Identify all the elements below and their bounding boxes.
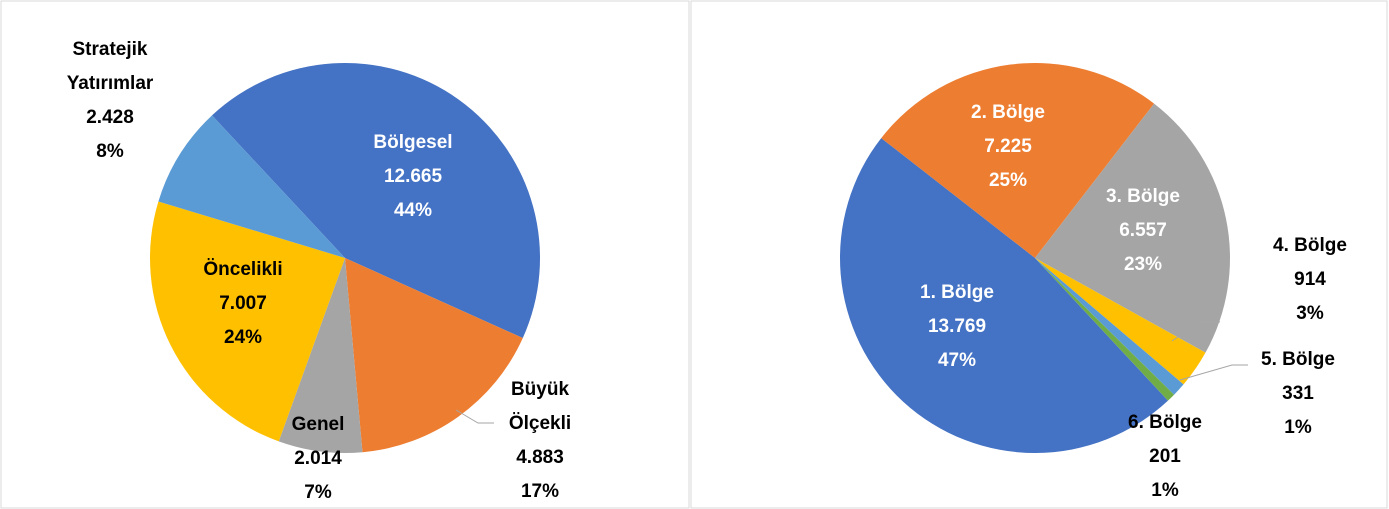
label-name: 1. Bölge [920, 282, 994, 303]
label-percent: 44% [393, 200, 433, 221]
label-value: 6.557 [1119, 220, 1167, 241]
label-name: 5. Bölge [1261, 349, 1335, 370]
label-percent: 47% [937, 350, 977, 371]
pie-slice [345, 258, 523, 453]
panel-right [690, 0, 1388, 509]
leader-line [1171, 321, 1220, 342]
label-name: Genel [291, 414, 345, 435]
pie-slice [1035, 258, 1206, 385]
data-label: 6. Bölge 201 1% [1110, 406, 1220, 508]
pie-slice [840, 138, 1168, 454]
label-name: Bölgesel [373, 132, 453, 153]
pie-slice [1035, 258, 1184, 395]
label-name: Stratejik Yatırımlar [66, 39, 154, 94]
leader-line [1179, 364, 1248, 381]
label-value: 2.428 [86, 107, 134, 128]
data-label: 5. Bölge 331 1% [1243, 343, 1353, 445]
data-label: 3. Bölge 6.557 23% [1083, 180, 1203, 282]
label-name: Büyük Ölçekli [508, 379, 572, 434]
data-label: Stratejik Yatırımlar 2.428 8% [50, 33, 170, 169]
data-label: Genel 2.014 7% [268, 408, 368, 509]
label-name: 6. Bölge [1128, 412, 1202, 433]
label-value: 7.007 [219, 293, 267, 314]
pie-slice [212, 63, 540, 339]
pie-slice [278, 258, 363, 453]
label-percent: 24% [223, 327, 263, 348]
label-value: 331 [1282, 383, 1314, 404]
label-percent: 17% [520, 481, 560, 502]
pie-slice [158, 115, 345, 259]
label-value: 914 [1294, 269, 1326, 290]
label-value: 2.014 [294, 448, 342, 469]
label-name: 3. Bölge [1106, 186, 1180, 207]
label-value: 13.769 [927, 316, 987, 337]
data-label: 2. Bölge 7.225 25% [948, 96, 1068, 198]
label-value: 7.225 [984, 136, 1032, 157]
label-percent: 25% [988, 170, 1028, 191]
label-percent: 7% [304, 482, 332, 503]
label-percent: 1% [1284, 417, 1312, 438]
label-name: 4. Bölge [1273, 235, 1347, 256]
data-label: Bölgesel 12.665 44% [333, 126, 493, 228]
label-percent: 23% [1123, 254, 1163, 275]
pie-slice [1035, 103, 1231, 353]
label-name: 2. Bölge [971, 102, 1045, 123]
label-percent: 8% [96, 141, 124, 162]
leader-line [455, 409, 494, 424]
label-name: Öncelikli [203, 259, 283, 280]
label-percent: 1% [1151, 480, 1179, 501]
panel-left [0, 0, 690, 509]
data-label: 1. Bölge 13.769 47% [892, 276, 1022, 378]
pie-slice [1035, 258, 1175, 401]
data-label: 4. Bölge 914 3% [1255, 229, 1365, 331]
label-value: 201 [1149, 446, 1181, 467]
data-label: Öncelikli 7.007 24% [178, 253, 308, 355]
label-value: 4.883 [516, 447, 564, 468]
pie-slice [881, 62, 1155, 258]
label-value: 12.665 [383, 166, 443, 187]
data-label: Büyük Ölçekli 4.883 17% [490, 373, 590, 509]
label-percent: 3% [1296, 303, 1324, 324]
pie-slice [150, 201, 345, 442]
